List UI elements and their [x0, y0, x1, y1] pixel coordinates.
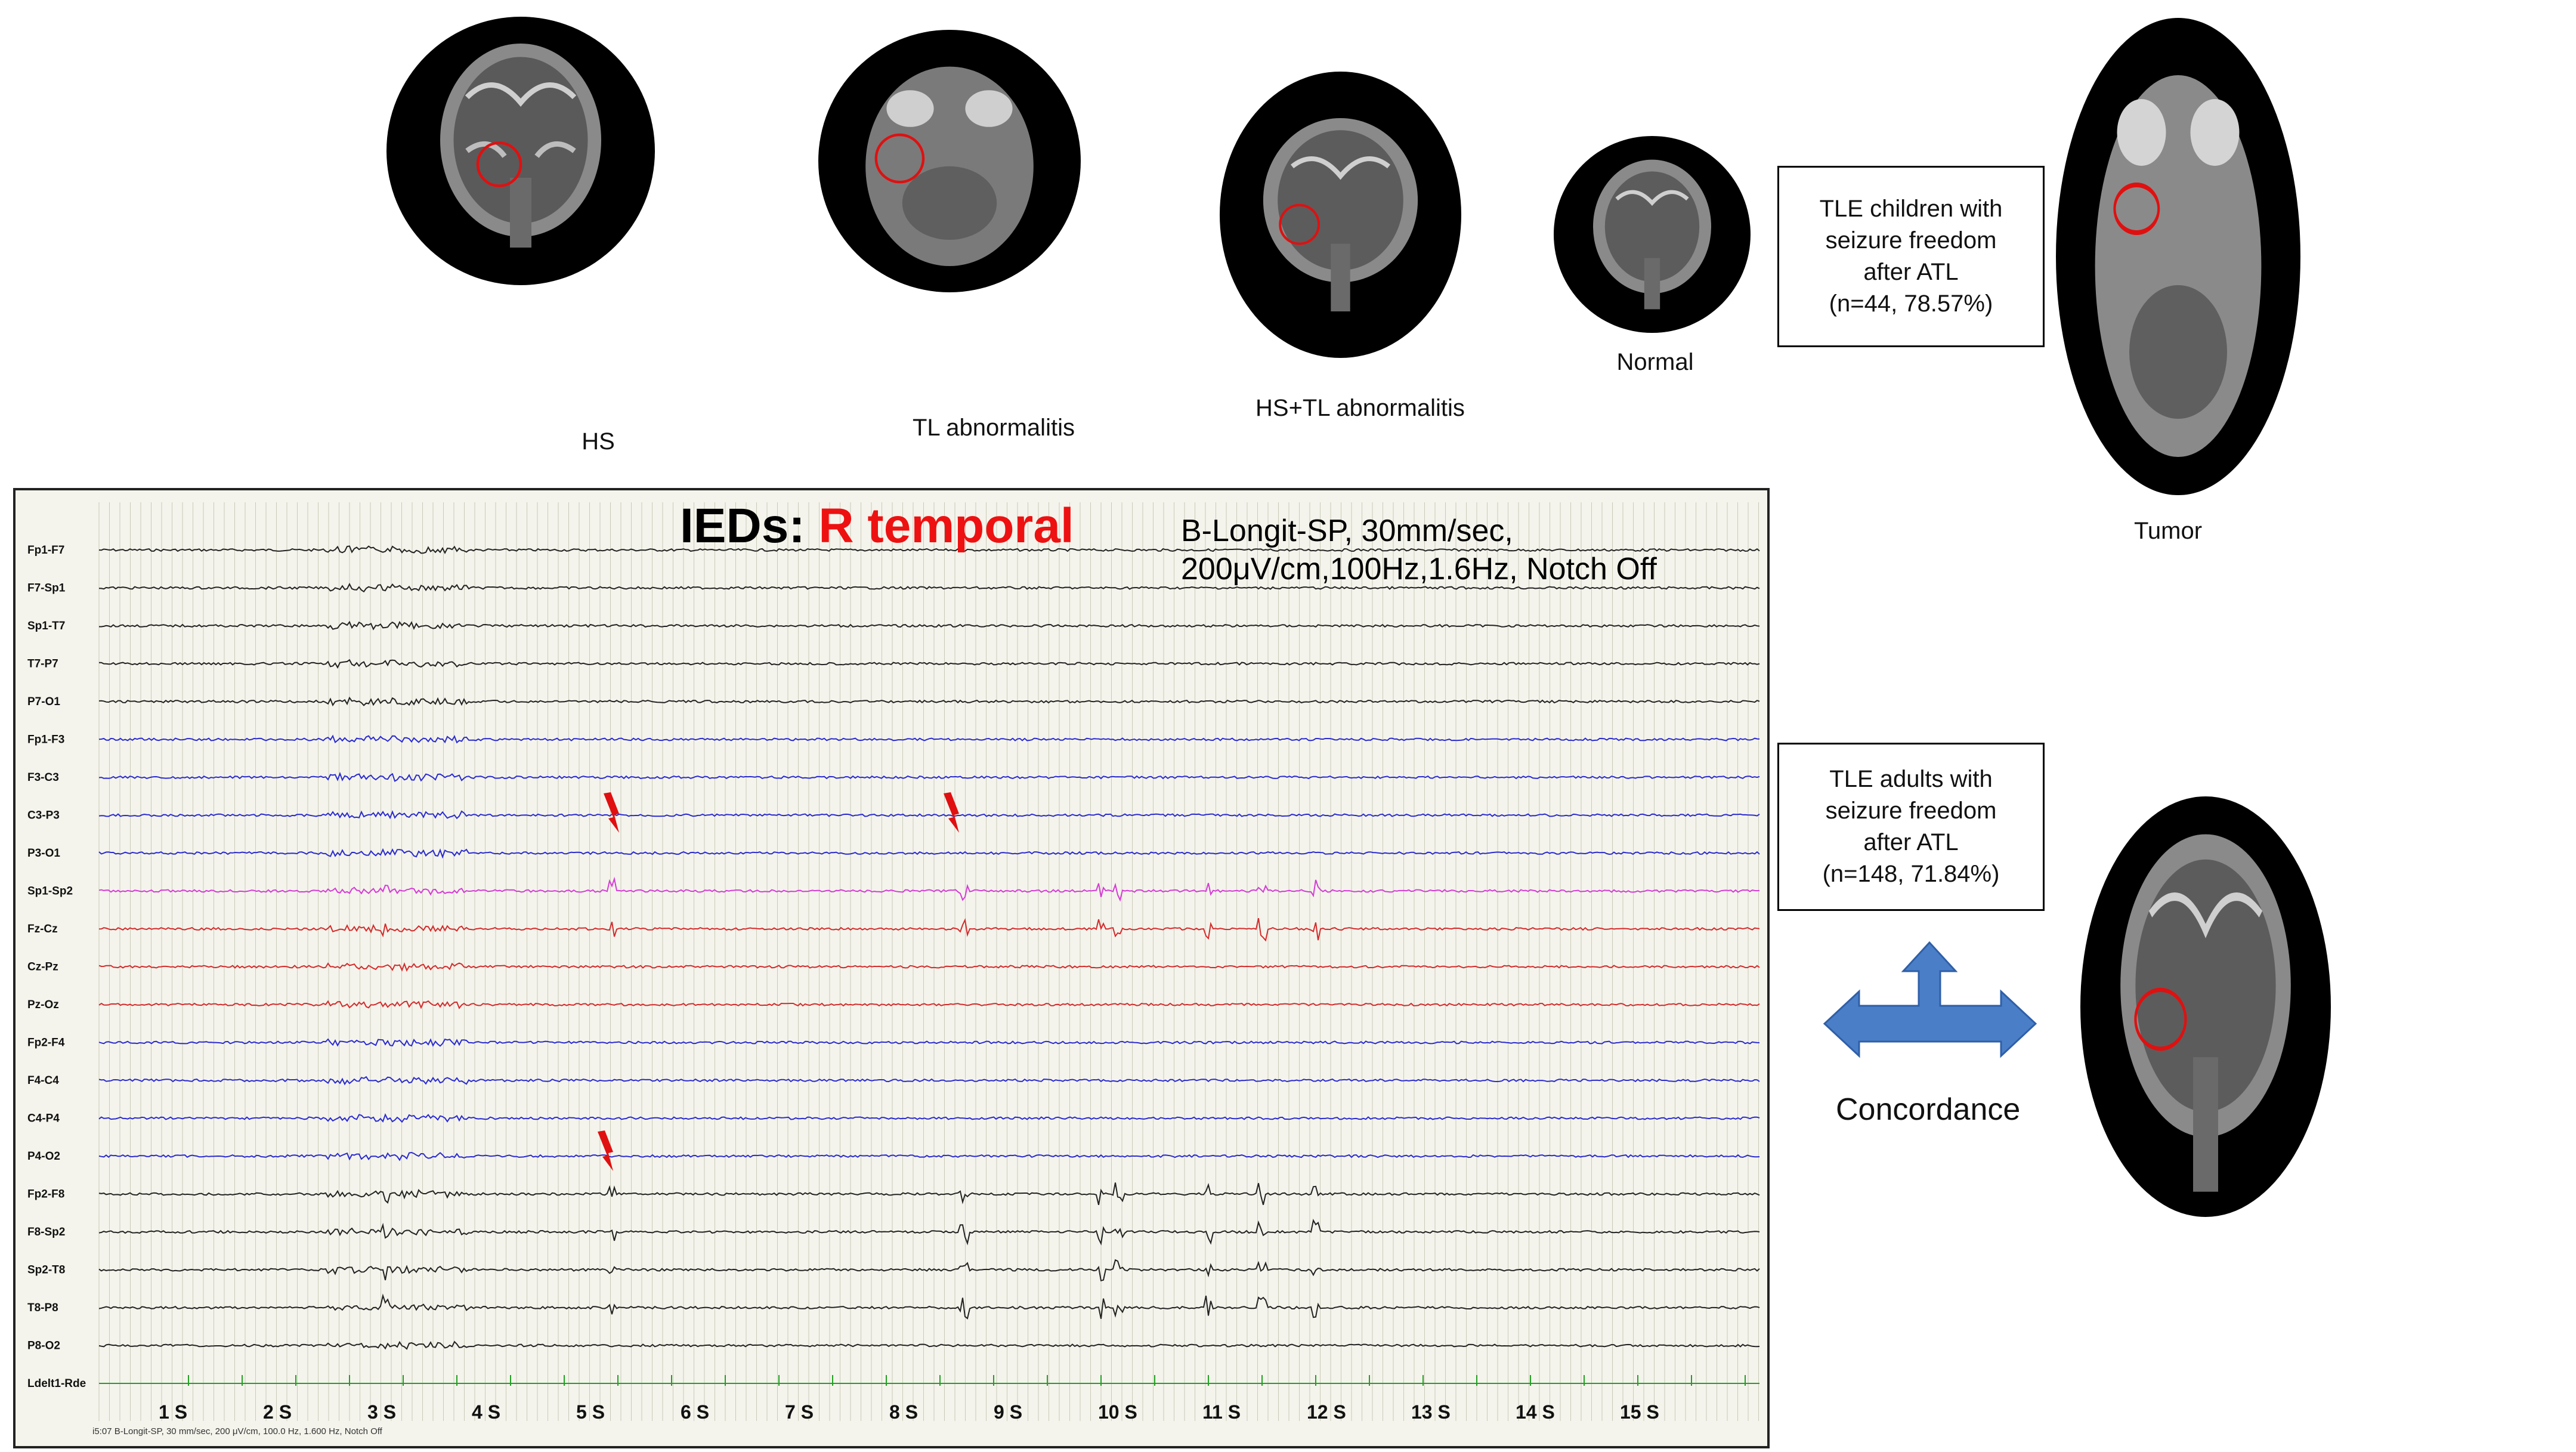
mri-normal-image: [1554, 136, 1751, 333]
eeg-settings-line: 200μV/cm,100Hz,1.6Hz, Notch Off: [1181, 552, 1657, 586]
eeg-channel-trace: [98, 1038, 1760, 1047]
eeg-channel-trace: [98, 545, 1760, 554]
eeg-channel-label: P8-O2: [27, 1340, 60, 1352]
eeg-channel-trace: [98, 1259, 1760, 1282]
eeg-time-label: 14 S: [1516, 1401, 1555, 1423]
mri-adult-image: [2080, 796, 2331, 1217]
eeg-channel-trace: [98, 1182, 1760, 1206]
eeg-channel-trace: [98, 1000, 1760, 1009]
caption-tl: TL abnormalitis: [913, 415, 1075, 441]
eeg-time-label: 5 S: [576, 1401, 605, 1423]
eeg-time-label: 8 S: [889, 1401, 918, 1423]
eeg-channel-label: Sp2-T8: [27, 1264, 65, 1277]
eeg-settings: B-Longit-SP, 30mm/sec, 200μV/cm,100Hz,1.…: [1181, 512, 1657, 588]
eeg-channel-label: Sp1-Sp2: [27, 885, 73, 898]
concordance-label: Concordance: [1836, 1092, 2021, 1127]
eeg-time-label: 6 S: [681, 1401, 709, 1423]
eeg-channel-label: Fz-Cz: [27, 923, 58, 935]
mri-tumor-image: [2056, 18, 2300, 495]
eeg-channel-trace: [98, 917, 1760, 942]
eeg-channel-trace: [98, 696, 1760, 707]
eeg-channel-label: C3-P3: [27, 810, 60, 822]
eeg-channel-label: Fp1-F7: [27, 544, 64, 557]
children-box-line: TLE children with: [1819, 196, 2003, 222]
eeg-channel-label: T7-P7: [27, 658, 58, 671]
children-box-line: (n=44, 78.57%): [1829, 291, 1993, 317]
caption-normal: Normal: [1616, 349, 1694, 375]
spike-marker-arrow: [598, 1130, 613, 1171]
children-box-line: after ATL: [1863, 259, 1959, 285]
eeg-time-label: 11 S: [1202, 1401, 1241, 1423]
eeg-channel-trace: [98, 962, 1760, 972]
eeg-time-label: 4 S: [472, 1401, 500, 1423]
eeg-channel-trace: [98, 876, 1760, 902]
eeg-channel-trace: [99, 620, 1760, 631]
children-seizure-freedom-box: TLE children with seizure freedom after …: [1777, 166, 2045, 347]
eeg-channel-label: F3-C3: [27, 771, 59, 784]
eeg-channel-label: Fp2-F8: [27, 1188, 64, 1201]
eeg-channel-label: P4-O2: [27, 1150, 60, 1163]
eeg-time-label: 15 S: [1620, 1401, 1659, 1423]
eeg-channel-trace: [98, 734, 1760, 744]
eeg-channel-label: Sp1-T7: [27, 620, 65, 632]
eeg-footer-settings: i5:07 B-Longit-SP, 30 mm/sec, 200 μV/cm,…: [92, 1426, 382, 1436]
eeg-channel-label: F8-Sp2: [27, 1226, 65, 1238]
eeg-time-label: 9 S: [994, 1401, 1022, 1423]
adults-box-line: (n=148, 71.84%): [1822, 861, 2000, 887]
eeg-channel-trace: [98, 1293, 1760, 1320]
concordance-arrow-icon: [1823, 941, 2037, 1058]
spike-marker-arrow: [604, 792, 619, 833]
eeg-title-highlight: R temporal: [818, 499, 1074, 553]
mri-hs-image: [386, 17, 655, 285]
eeg-channel-trace: [98, 1340, 1760, 1350]
eeg-channel-label: Pz-Oz: [27, 999, 59, 1011]
eeg-channel-label: P3-O1: [27, 847, 60, 860]
eeg-time-label: 1 S: [159, 1401, 187, 1423]
eeg-channel-label: Fp1-F3: [27, 734, 64, 746]
eeg-channel-trace: [98, 810, 1760, 820]
mri-hstl-image: [1220, 72, 1461, 358]
eeg-trace-canvas: Fp1-F7 F7-Sp1 Sp1-T7 T7-P7 P7-O1 Fp1-F3 F3-C3 C…: [16, 490, 1767, 1446]
spike-marker-arrow: [944, 792, 959, 833]
eeg-time-label: 7 S: [785, 1401, 814, 1423]
adults-box-line: seizure freedom: [1825, 798, 1997, 824]
eeg-channel-trace: [98, 1076, 1760, 1086]
adults-box-line: TLE adults with: [1829, 766, 1993, 792]
caption-hs: HS: [582, 428, 615, 455]
eeg-channel-trace: [98, 1219, 1760, 1246]
eeg-channel-trace: [98, 1151, 1760, 1161]
eeg-time-label: 3 S: [367, 1401, 396, 1423]
eeg-time-label: 13 S: [1411, 1401, 1451, 1423]
eeg-title-prefix: IEDs: [680, 499, 789, 553]
eeg-recording-panel: Fp1-F7 F7-Sp1 Sp1-T7 T7-P7 P7-O1 Fp1-F3 F3-C3 C…: [13, 488, 1770, 1448]
eeg-settings-line: B-Longit-SP, 30mm/sec,: [1181, 514, 1513, 548]
caption-tumor: Tumor: [2133, 518, 2203, 544]
adults-seizure-freedom-box: TLE adults with seizure freedom after AT…: [1777, 743, 2045, 911]
eeg-channel-label: T8-P8: [27, 1302, 58, 1314]
children-box-line: seizure freedom: [1825, 227, 1997, 254]
eeg-time-label: 10 S: [1098, 1401, 1137, 1423]
eeg-channel-label: C4-P4: [27, 1113, 60, 1125]
eeg-title-separator: :: [788, 499, 819, 553]
eeg-channel-trace: [98, 1113, 1760, 1123]
eeg-channel-trace: [98, 771, 1760, 782]
eeg-channel-label: F7-Sp1: [27, 582, 66, 595]
eeg-channel-label: Ldelt1-Rde: [27, 1377, 86, 1390]
caption-hstl: HS+TL abnormalitis: [1255, 395, 1465, 421]
eeg-time-label: 12 S: [1307, 1401, 1346, 1423]
eeg-time-label: 2 S: [263, 1401, 292, 1423]
eeg-channel-label: Cz-Pz: [27, 961, 58, 974]
eeg-channel-label: P7-O1: [27, 696, 60, 708]
adults-box-line: after ATL: [1863, 829, 1959, 855]
mri-tl-image: [818, 30, 1081, 292]
eeg-channel-trace: [99, 659, 1760, 669]
eeg-channel-label: F4-C4: [27, 1074, 59, 1087]
eeg-channel-trace: [98, 848, 1760, 859]
eeg-title: IEDs: R temporal: [680, 498, 1074, 554]
eeg-channel-trace: [98, 582, 1760, 593]
eeg-channel-label: Fp2-F4: [27, 1037, 65, 1049]
